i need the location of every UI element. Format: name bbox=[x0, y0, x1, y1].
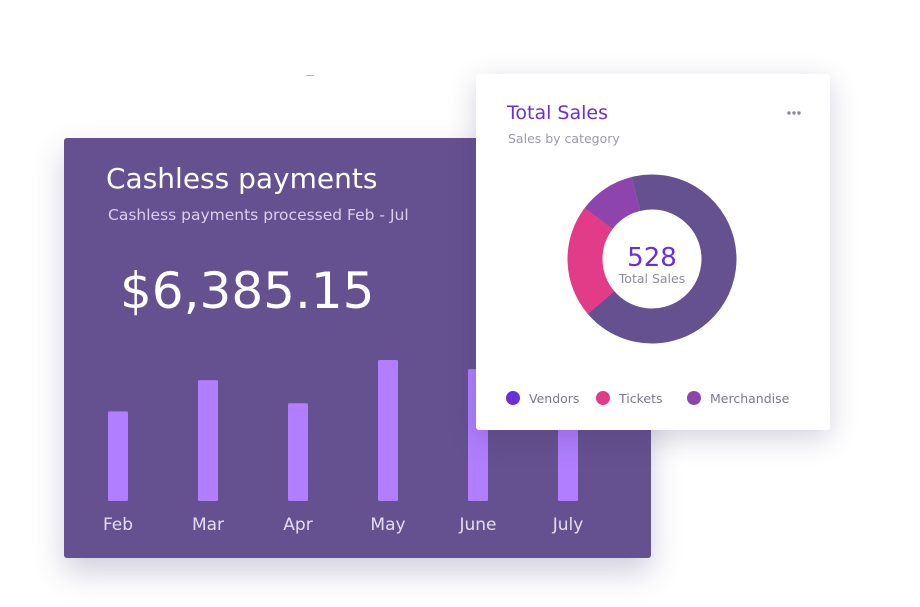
month-label-july: July bbox=[552, 515, 584, 535]
more-horizontal-icon[interactable] bbox=[786, 109, 802, 117]
sales-legend: Vendors Tickets Merchandise bbox=[506, 388, 816, 408]
sales-donut-chart: 528 Total Sales bbox=[567, 174, 737, 344]
total-sales-card: Total Sales Sales by category 528 Total … bbox=[476, 74, 830, 430]
sales-title: Total Sales bbox=[507, 102, 608, 124]
payments-amount: $6,385.15 bbox=[120, 262, 375, 320]
bar-july bbox=[558, 408, 578, 501]
month-label-feb: Feb bbox=[103, 515, 133, 535]
bar-may bbox=[378, 360, 398, 501]
legend-dot-tickets bbox=[596, 391, 610, 405]
month-label-may: May bbox=[370, 515, 405, 535]
monthly-payments-bar-chart: Feb Mar Apr May June July bbox=[103, 360, 584, 535]
bar-mar bbox=[198, 380, 218, 501]
donut-center-value: 528 bbox=[627, 243, 677, 273]
donut-center-label: Total Sales bbox=[618, 271, 685, 286]
bar-feb bbox=[108, 411, 128, 501]
month-label-june: June bbox=[458, 515, 496, 535]
sales-subtitle: Sales by category bbox=[508, 131, 620, 146]
donut-slice-merchandise bbox=[567, 174, 737, 344]
divider-mark bbox=[306, 75, 314, 76]
legend-item-merchandise: Merchandise bbox=[687, 388, 789, 408]
legend-label-merchandise: Merchandise bbox=[710, 390, 790, 406]
legend-dot-vendors bbox=[506, 391, 520, 405]
legend-item-vendors: Vendors bbox=[506, 388, 579, 408]
legend-label-vendors: Vendors bbox=[529, 390, 580, 406]
payments-title: Cashless payments bbox=[106, 162, 378, 195]
month-label-mar: Mar bbox=[192, 515, 224, 535]
donut-slice-tickets bbox=[567, 174, 737, 344]
legend-dot-merchandise bbox=[687, 391, 701, 405]
legend-item-tickets: Tickets bbox=[596, 388, 663, 408]
bar-apr bbox=[288, 403, 308, 501]
payments-subtitle: Cashless payments processed Feb - Jul bbox=[108, 206, 409, 224]
legend-label-tickets: Tickets bbox=[619, 390, 663, 406]
month-label-apr: Apr bbox=[283, 515, 312, 535]
